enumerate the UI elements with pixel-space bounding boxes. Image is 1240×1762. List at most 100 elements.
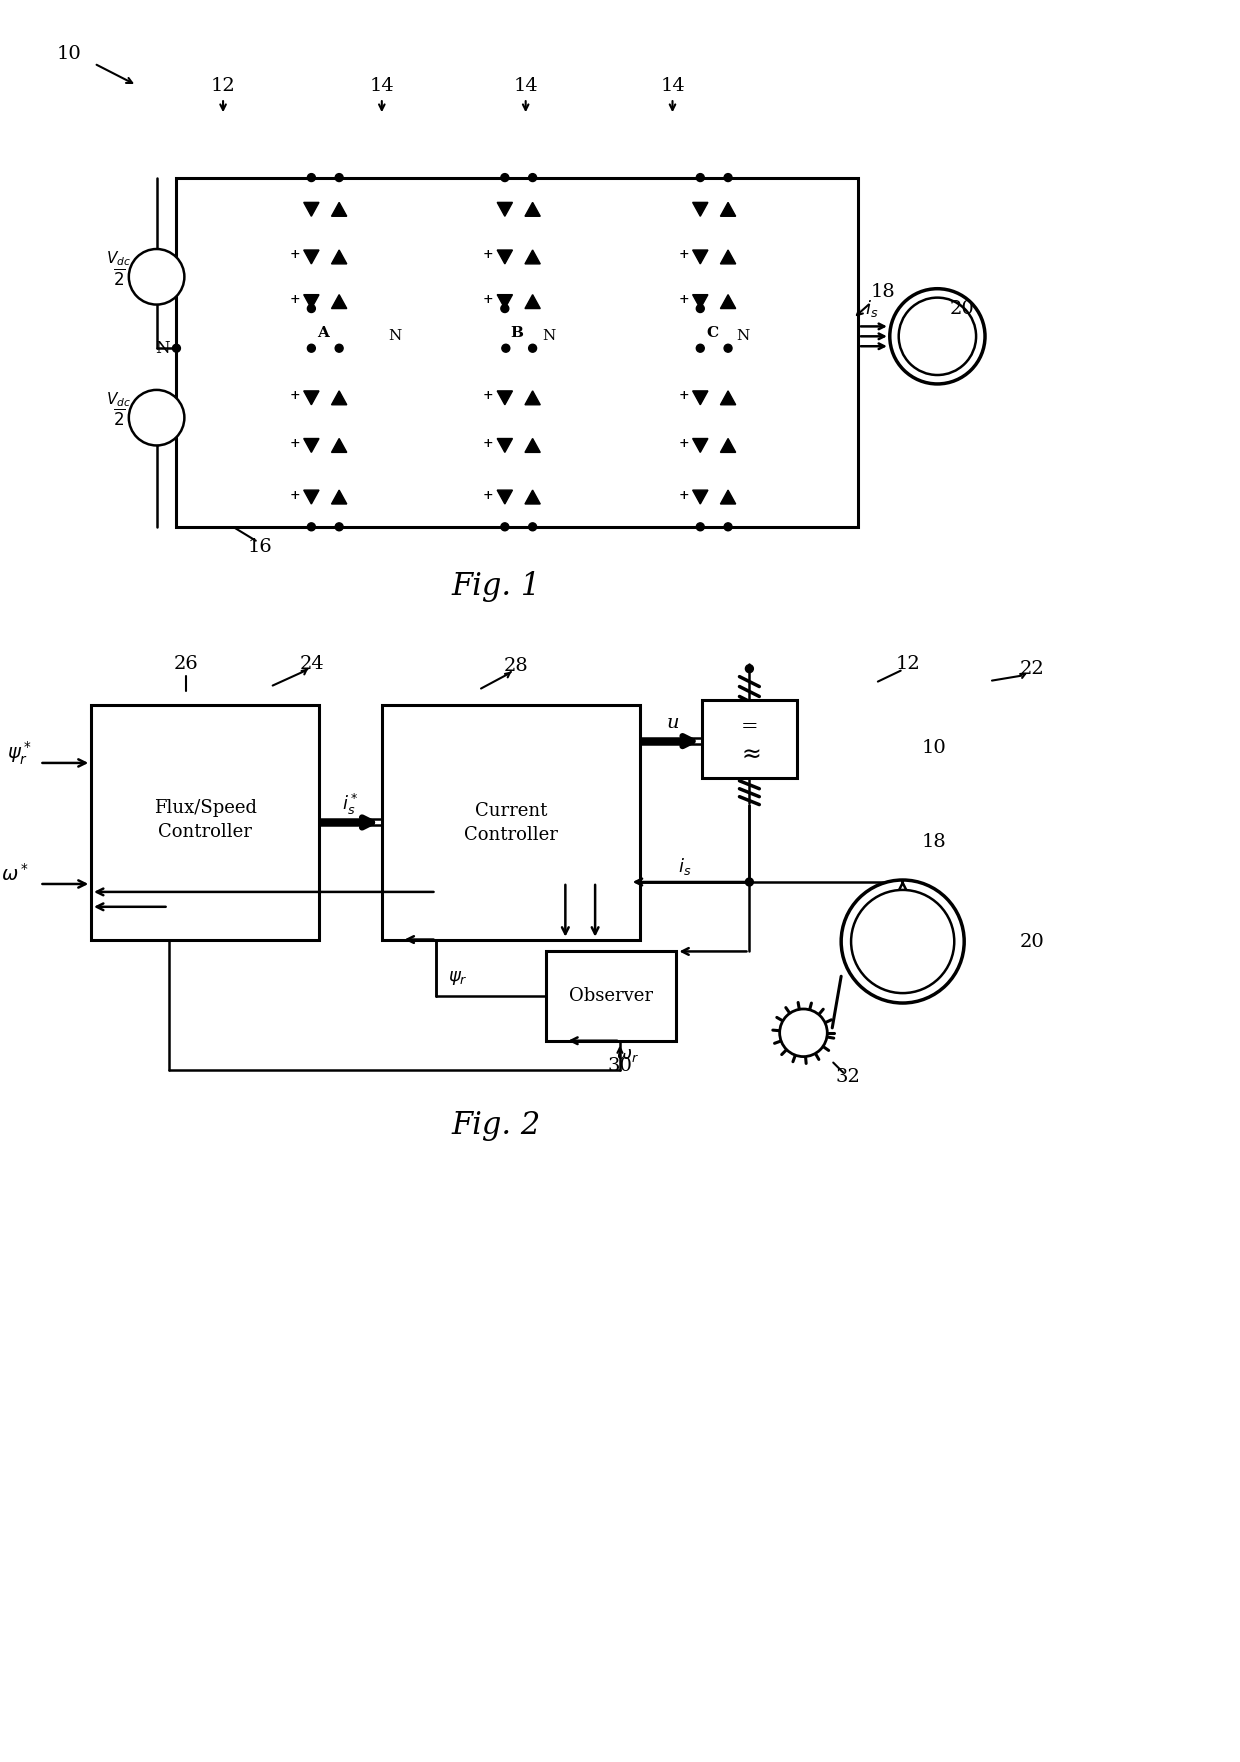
Polygon shape bbox=[693, 391, 708, 405]
Bar bbox=[382, 705, 640, 939]
Circle shape bbox=[501, 523, 508, 530]
Polygon shape bbox=[720, 490, 735, 504]
Polygon shape bbox=[693, 294, 708, 308]
Polygon shape bbox=[304, 250, 319, 264]
Text: 16: 16 bbox=[248, 537, 272, 555]
Text: +: + bbox=[482, 437, 494, 449]
Text: +: + bbox=[678, 437, 689, 449]
Text: +: + bbox=[678, 488, 689, 502]
Text: 20: 20 bbox=[1019, 932, 1044, 950]
Text: $\overline{2}$: $\overline{2}$ bbox=[113, 268, 125, 289]
Circle shape bbox=[335, 344, 343, 352]
Text: Fig. 2: Fig. 2 bbox=[451, 1110, 541, 1140]
Polygon shape bbox=[304, 203, 319, 217]
Polygon shape bbox=[525, 391, 541, 405]
Circle shape bbox=[528, 523, 537, 530]
Polygon shape bbox=[525, 250, 541, 264]
Text: +: + bbox=[289, 437, 300, 449]
Polygon shape bbox=[304, 439, 319, 453]
Text: 32: 32 bbox=[836, 1068, 861, 1087]
Polygon shape bbox=[497, 203, 512, 217]
Polygon shape bbox=[331, 490, 347, 504]
Circle shape bbox=[501, 305, 508, 312]
Text: 10: 10 bbox=[923, 738, 947, 758]
Text: 12: 12 bbox=[211, 78, 236, 95]
Circle shape bbox=[501, 174, 508, 181]
Text: 14: 14 bbox=[513, 78, 538, 95]
Circle shape bbox=[851, 890, 955, 994]
Polygon shape bbox=[720, 391, 735, 405]
Text: +: + bbox=[678, 389, 689, 402]
Text: +: + bbox=[482, 389, 494, 402]
Text: +: + bbox=[678, 292, 689, 307]
Circle shape bbox=[528, 344, 537, 352]
Circle shape bbox=[528, 174, 537, 181]
Text: Observer: Observer bbox=[569, 987, 653, 1004]
Polygon shape bbox=[720, 439, 735, 453]
Polygon shape bbox=[331, 203, 347, 217]
Polygon shape bbox=[720, 294, 735, 308]
Polygon shape bbox=[304, 391, 319, 405]
Text: N: N bbox=[155, 340, 170, 356]
Text: C: C bbox=[706, 326, 718, 340]
Polygon shape bbox=[304, 294, 319, 308]
Circle shape bbox=[308, 523, 315, 530]
Text: Fig. 1: Fig. 1 bbox=[451, 571, 541, 603]
Text: $i_s^*$: $i_s^*$ bbox=[342, 793, 358, 818]
Circle shape bbox=[335, 523, 343, 530]
Circle shape bbox=[308, 174, 315, 181]
Polygon shape bbox=[525, 203, 541, 217]
Circle shape bbox=[841, 879, 965, 1003]
Polygon shape bbox=[720, 250, 735, 264]
Text: N: N bbox=[737, 329, 749, 344]
Circle shape bbox=[745, 664, 754, 673]
Circle shape bbox=[335, 174, 343, 181]
Circle shape bbox=[745, 877, 754, 886]
Circle shape bbox=[697, 523, 704, 530]
Text: 14: 14 bbox=[660, 78, 684, 95]
Polygon shape bbox=[331, 250, 347, 264]
Text: =: = bbox=[740, 717, 758, 737]
Text: $i_s$: $i_s$ bbox=[866, 298, 878, 319]
Text: $\psi_r^*$: $\psi_r^*$ bbox=[6, 740, 31, 766]
Text: +: + bbox=[678, 248, 689, 261]
Text: 24: 24 bbox=[300, 655, 325, 673]
Text: +: + bbox=[289, 389, 300, 402]
Text: $\omega_r$: $\omega_r$ bbox=[616, 1045, 640, 1064]
Text: 22: 22 bbox=[1019, 659, 1044, 678]
Circle shape bbox=[308, 344, 315, 352]
Circle shape bbox=[502, 344, 510, 352]
Polygon shape bbox=[497, 391, 512, 405]
Text: +: + bbox=[289, 488, 300, 502]
Circle shape bbox=[697, 305, 704, 312]
Circle shape bbox=[697, 174, 704, 181]
Text: A: A bbox=[317, 326, 329, 340]
Circle shape bbox=[724, 523, 732, 530]
Circle shape bbox=[172, 344, 180, 352]
Text: 28: 28 bbox=[503, 657, 528, 675]
Circle shape bbox=[899, 298, 976, 375]
Polygon shape bbox=[693, 250, 708, 264]
Polygon shape bbox=[525, 294, 541, 308]
Circle shape bbox=[724, 174, 732, 181]
Polygon shape bbox=[720, 203, 735, 217]
Text: Current: Current bbox=[475, 802, 547, 819]
Text: Flux/Speed: Flux/Speed bbox=[154, 798, 257, 816]
Circle shape bbox=[129, 389, 185, 446]
Text: 14: 14 bbox=[370, 78, 394, 95]
Text: N: N bbox=[388, 329, 402, 344]
Polygon shape bbox=[693, 203, 708, 217]
Text: 18: 18 bbox=[870, 282, 895, 301]
Text: B: B bbox=[510, 326, 523, 340]
Polygon shape bbox=[331, 294, 347, 308]
Text: 10: 10 bbox=[57, 44, 82, 63]
Polygon shape bbox=[693, 439, 708, 453]
Polygon shape bbox=[331, 439, 347, 453]
Polygon shape bbox=[304, 490, 319, 504]
Text: $V_{dc}$: $V_{dc}$ bbox=[107, 391, 131, 409]
Bar bbox=[91, 705, 320, 939]
Polygon shape bbox=[525, 490, 541, 504]
Circle shape bbox=[780, 1010, 827, 1057]
Polygon shape bbox=[525, 439, 541, 453]
Polygon shape bbox=[497, 250, 512, 264]
